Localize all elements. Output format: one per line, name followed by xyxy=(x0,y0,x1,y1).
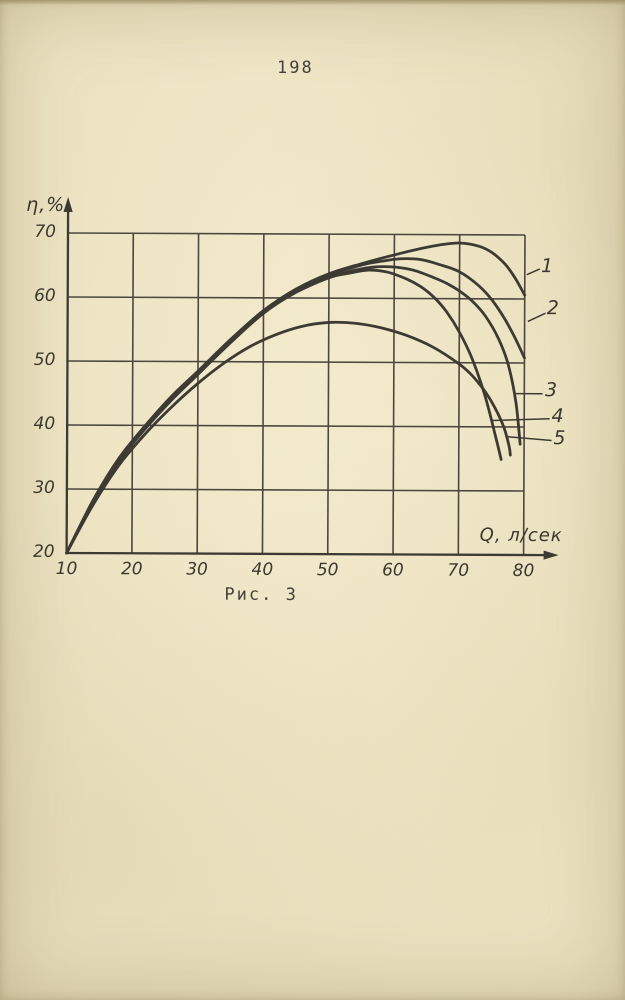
x-tick-50: 50 xyxy=(316,560,339,581)
y-tick-50: 50 xyxy=(33,349,56,370)
x-tick-80: 80 xyxy=(512,560,535,582)
grid-line-vertical xyxy=(196,233,200,554)
grid-line-vertical xyxy=(522,234,526,555)
x-tick-30: 30 xyxy=(186,559,208,580)
curve-label-leader-1 xyxy=(526,268,541,276)
grid-line-horizontal xyxy=(66,488,524,492)
curve-label-5: 5 xyxy=(553,427,566,450)
page-number: 198 xyxy=(277,58,314,78)
grid-line-horizontal xyxy=(67,296,525,300)
y-tick-40: 40 xyxy=(33,413,56,434)
curve-5 xyxy=(65,320,512,555)
x-axis-title: Q, л/сек xyxy=(479,524,563,547)
figure-caption: Рис. 3 xyxy=(224,584,298,606)
grid-line-vertical xyxy=(392,234,396,555)
grid-line-vertical xyxy=(261,233,265,554)
curve-label-1: 1 xyxy=(541,254,554,277)
x-tick-70: 70 xyxy=(447,560,470,581)
y-tick-60: 60 xyxy=(34,285,56,306)
grid-line-horizontal xyxy=(67,360,525,364)
curve-2 xyxy=(65,257,526,555)
x-tick-60: 60 xyxy=(382,560,404,581)
curve-label-leader-4 xyxy=(491,418,550,422)
x-axis-arrow-icon xyxy=(543,550,559,560)
grid-line-vertical xyxy=(131,233,135,554)
grid-line-vertical xyxy=(457,234,461,555)
curve-3 xyxy=(65,265,522,555)
grid-line-vertical xyxy=(326,234,330,555)
x-tick-40: 40 xyxy=(251,559,274,580)
curve-label-leader-2 xyxy=(527,312,546,323)
curve-4 xyxy=(65,268,503,555)
curve-label-2: 2 xyxy=(546,296,559,320)
x-axis xyxy=(66,551,550,557)
y-axis-arrow-icon xyxy=(63,197,73,213)
x-tick-20: 20 xyxy=(120,559,143,580)
y-axis-title: η,% xyxy=(26,193,66,216)
grid-line-horizontal xyxy=(67,424,525,428)
y-tick-70: 70 xyxy=(34,221,57,242)
curve-label-4: 4 xyxy=(551,405,564,428)
grid-line-horizontal xyxy=(67,232,525,236)
y-axis xyxy=(65,206,70,554)
y-tick-30: 30 xyxy=(33,477,55,498)
curve-label-3: 3 xyxy=(545,378,558,401)
x-tick-10: 10 xyxy=(55,558,78,580)
curve-label-leader-5 xyxy=(505,435,552,442)
